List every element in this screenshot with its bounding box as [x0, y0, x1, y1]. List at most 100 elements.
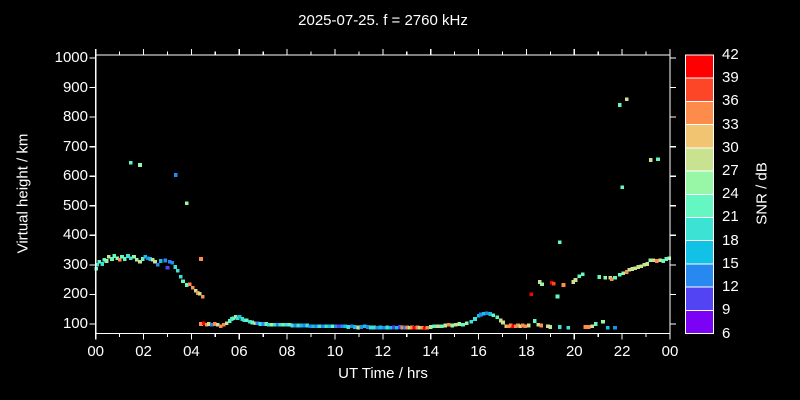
data-point — [198, 292, 202, 296]
colorbar-segment — [685, 124, 714, 148]
data-point — [378, 325, 383, 330]
data-point — [536, 323, 541, 327]
data-point — [606, 326, 610, 330]
data-point — [625, 97, 629, 101]
data-point — [630, 267, 634, 271]
data-point — [400, 325, 405, 330]
x-tick-label: 00 — [661, 343, 679, 360]
data-point — [141, 257, 145, 261]
data-point — [586, 325, 591, 329]
data-point — [382, 326, 386, 330]
data-point — [132, 255, 136, 259]
data-point — [346, 325, 351, 329]
data-point — [385, 325, 389, 330]
data-point — [412, 326, 417, 330]
colorbar-tick-label: 36 — [722, 92, 739, 110]
data-point — [394, 326, 399, 330]
data-point — [521, 323, 525, 328]
data-point — [178, 274, 183, 279]
data-point — [523, 324, 527, 328]
colorbar-segment — [685, 171, 714, 195]
data-point — [159, 259, 163, 263]
data-point — [302, 323, 307, 328]
data-point — [195, 291, 200, 295]
data-point — [639, 264, 644, 268]
data-point — [100, 262, 104, 266]
data-point — [566, 326, 571, 330]
colorbar-tick-label: 6 — [722, 324, 731, 342]
data-point — [201, 321, 206, 325]
data-point — [601, 320, 605, 324]
x-tick-label: 08 — [278, 343, 296, 360]
data-point — [238, 315, 242, 319]
data-point — [200, 295, 205, 299]
data-point — [176, 269, 180, 273]
data-point — [138, 163, 142, 167]
data-point — [529, 292, 533, 297]
data-point — [648, 258, 652, 262]
data-point — [321, 324, 325, 328]
data-point — [491, 313, 496, 317]
data-point — [233, 315, 238, 319]
data-point — [227, 319, 232, 323]
y-tick-label: 300 — [62, 255, 88, 273]
data-point — [190, 286, 195, 290]
data-point — [224, 321, 229, 325]
data-point — [649, 158, 653, 162]
colorbar-segment — [685, 217, 714, 241]
y-tick-label: 200 — [62, 285, 88, 303]
data-point — [110, 257, 114, 261]
data-point — [667, 256, 672, 260]
data-point — [501, 320, 505, 325]
data-point — [625, 270, 629, 274]
colorbar-tick-label: 27 — [722, 162, 739, 180]
data-point — [168, 260, 172, 264]
data-point — [590, 324, 594, 328]
data-point — [436, 324, 440, 328]
y-tick-label: 700 — [62, 137, 88, 155]
data-point — [498, 318, 503, 323]
x-axis-label: UT Time / hrs — [338, 365, 428, 382]
data-point — [343, 324, 348, 329]
data-point — [270, 322, 274, 327]
colorbar-segment — [685, 194, 714, 218]
data-point — [199, 322, 203, 326]
data-point — [353, 325, 357, 329]
data-point — [540, 282, 544, 286]
data-point — [495, 315, 499, 319]
data-point — [415, 325, 420, 330]
data-point — [212, 322, 217, 326]
colorbar — [684, 54, 715, 335]
y-tick-label: 1000 — [54, 49, 88, 66]
data-point — [479, 312, 483, 317]
data-point — [366, 325, 370, 329]
data-point — [267, 322, 271, 327]
data-point — [242, 318, 247, 322]
data-point — [403, 326, 407, 330]
data-point — [349, 324, 354, 329]
colorbar-tick-label: 9 — [722, 301, 731, 319]
data-point — [107, 255, 111, 259]
data-point — [356, 325, 360, 330]
data-point — [488, 312, 492, 316]
data-point — [148, 257, 153, 261]
data-point — [204, 323, 209, 327]
data-point — [261, 322, 265, 326]
data-point — [218, 324, 223, 328]
data-point — [138, 260, 142, 264]
colorbar-segment — [685, 147, 714, 172]
data-point — [112, 254, 117, 258]
colorbar-tick-label: 33 — [722, 115, 739, 133]
data-point — [299, 323, 304, 328]
data-point — [537, 280, 542, 284]
x-tick-label: 16 — [470, 343, 487, 360]
data-point — [375, 326, 380, 330]
data-point — [388, 326, 393, 330]
data-point — [645, 262, 650, 266]
data-point — [293, 323, 298, 328]
data-point — [258, 322, 263, 326]
data-point — [337, 324, 341, 328]
data-point — [469, 320, 474, 324]
